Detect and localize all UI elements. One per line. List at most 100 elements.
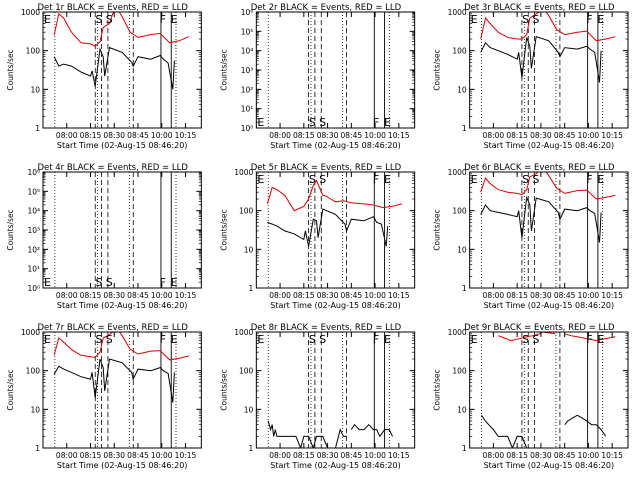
event-marker-e: E [44,13,51,26]
x-tick-label: 10:15 [388,451,410,460]
y-tick-label: 1000 [448,8,467,17]
x-tick-label: 08:15 [506,131,528,140]
event-marker-s: S [319,333,326,346]
x-tick-label: 08:30 [103,451,125,460]
y-tick-label: 10 [244,405,254,414]
series-group [480,12,616,83]
detector-panel-3: Det 3r BLACK = Events, RED = LLD 1 10 100 10… [433,3,629,150]
event-marker-s: S [522,13,529,26]
panel-title: Det 6r BLACK = Events, RED = LLD [464,163,615,173]
events-series-line [350,423,393,438]
event-marker-e: E [384,333,391,346]
x-tick-label: 08:30 [530,291,552,300]
y-tick-label: 10⁶ [241,8,254,17]
events-series-line [564,414,607,437]
x-tick-label: 08:00 [56,131,78,140]
x-tick-label: 10:15 [388,291,410,300]
x-tick-label: 10:00 [364,451,386,460]
event-marker-e: E [471,173,478,186]
x-tick-label: 08:00 [56,451,78,460]
event-marker-lines [54,332,177,448]
event-marker-f: F [373,333,379,346]
plot-frame [469,331,629,449]
event-marker-s: S [522,333,529,346]
x-tick-label: 10:15 [601,291,623,300]
event-marker-lines [481,332,604,448]
event-marker-lines [481,12,604,128]
event-marker-e: E [597,333,604,346]
x-tick-label: 10:00 [364,291,386,300]
x-tick-label: 08:00 [269,131,291,140]
y-tick-label: 1000 [21,8,40,17]
event-marker-lines [267,332,390,448]
detector-panel-7: Det 7r BLACK = Events, RED = LLD 1 10 100 10… [6,323,202,470]
x-tick-label: 08:45 [341,131,363,140]
x-axis-label: Start Time (02-Aug-15 08:46:20) [484,461,615,470]
event-marker-f: F [373,173,379,186]
x-tick-label: 08:15 [506,291,528,300]
x-tick-label: 10:00 [364,131,386,140]
y-tick-label: 100 [452,367,467,376]
x-tick-label: 08:45 [127,291,149,300]
x-axis-label: Start Time (02-Aug-15 08:46:20) [270,301,401,310]
panel-title: Det 1r BLACK = Events, RED = LLD [37,3,188,13]
detector-panel-6: Det 6r BLACK = Events, RED = LLD 1 10 100 10… [433,163,629,310]
lld-series-line [53,12,189,47]
event-marker-s: S [95,13,102,26]
y-tick-label: 1 [35,444,40,453]
x-tick-label: 08:15 [506,451,528,460]
event-marker-f: F [373,116,379,129]
y-tick-label: 1000 [234,168,253,177]
event-marker-f: F [586,13,592,26]
event-marker-f: F [586,333,592,346]
events-series-line [53,46,175,90]
event-marker-s: S [319,116,326,129]
detector-panel-1: Det 1r BLACK = Events, RED = LLD 1 10 100 10… [6,3,202,150]
lld-series-line [480,172,616,200]
event-marker-lines [54,172,177,288]
plot-frame [42,171,202,289]
event-marker-e: E [597,13,604,26]
x-tick-label: 08:45 [127,451,149,460]
x-tick-label: 08:30 [317,131,339,140]
x-tick-label: 08:00 [483,131,505,140]
x-tick-label: 10:00 [151,131,173,140]
y-tick-label: 1 [462,444,467,453]
x-tick-label: 08:15 [293,451,315,460]
event-marker-s: S [522,173,529,186]
event-marker-s: S [532,173,539,186]
x-tick-label: 08:30 [317,291,339,300]
y-tick-label: 1 [462,284,467,293]
y-tick-label: 1000 [21,328,40,337]
x-tick-label: 08:30 [317,451,339,460]
y-tick-label: 1000 [448,328,467,337]
event-marker-s: S [309,173,316,186]
y-tick-label: 10¹ [241,105,254,114]
event-marker-s: S [95,333,102,346]
event-marker-e: E [171,333,178,346]
y-tick-label: 10⁵ [27,187,40,196]
panel-title: Det 2r BLACK = Events, RED = LLD [251,3,402,13]
lld-series-line [564,333,616,342]
y-tick-label: 1000 [234,328,253,337]
y-axis-label: Counts/sec [219,369,228,410]
x-tick-label: 08:45 [127,131,149,140]
event-marker-s: S [309,116,316,129]
event-marker-e: E [471,333,478,346]
y-tick-label: 10⁶ [27,168,40,177]
event-marker-f: F [586,173,592,186]
event-marker-e: E [44,333,51,346]
plot-frame [255,331,416,449]
event-marker-e: E [257,173,264,186]
x-tick-label: 10:00 [578,451,600,460]
x-tick-label: 08:15 [293,291,315,300]
y-tick-label: 10² [241,85,254,94]
y-axis-label: Counts/sec [219,49,228,90]
plot-frame [255,171,416,289]
event-marker-e: E [44,276,51,289]
series-group [267,420,393,448]
series-group [53,332,189,403]
x-tick-label: 08:30 [530,451,552,460]
y-tick-label: 100 [26,367,41,376]
